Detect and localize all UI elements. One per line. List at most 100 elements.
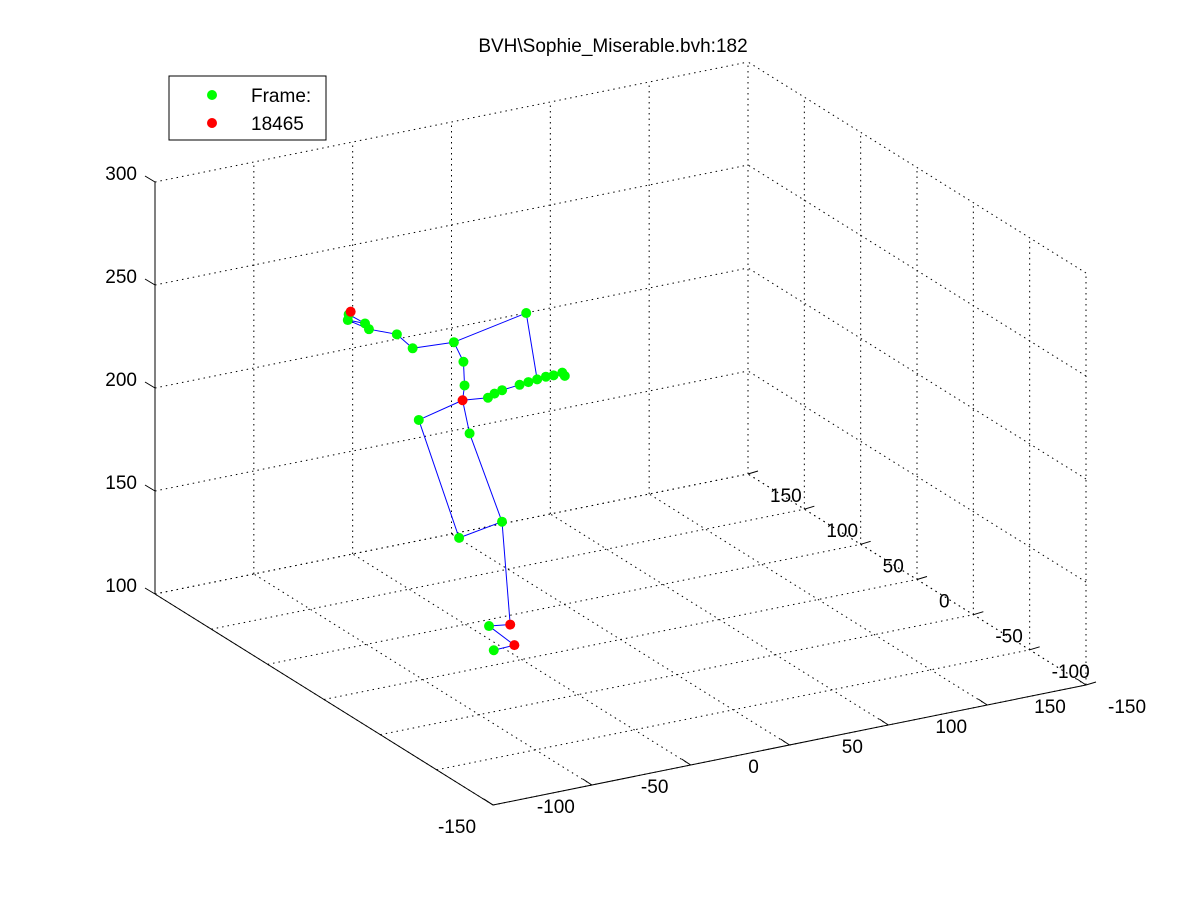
y-tick-label: -50 (995, 627, 1022, 648)
joint-point (360, 318, 371, 329)
legend-label-18465: 18465 (251, 114, 304, 135)
joint-point (489, 388, 500, 399)
y-axis-line (154, 593, 494, 806)
x-tick-label: 0 (748, 757, 759, 778)
floor-gridline-y (323, 579, 918, 700)
legend-marker-frame (207, 90, 217, 100)
backwall-gridline-z (154, 164, 749, 286)
floor-gridline-x (550, 513, 889, 726)
end-effector-point (457, 395, 468, 406)
y-tick-label: -100 (1052, 662, 1090, 683)
skeleton-joints (342, 306, 570, 656)
z-tick-label: 200 (105, 370, 137, 391)
bone (412, 341, 454, 349)
z-tick (144, 484, 156, 492)
joint-point (514, 379, 525, 390)
bone (453, 312, 527, 343)
bone (418, 419, 460, 539)
joint-point (484, 621, 495, 632)
z-tick (144, 278, 156, 286)
z-tick-label: 100 (105, 576, 137, 597)
joint-point (497, 516, 507, 527)
bone (462, 400, 471, 434)
x-tick (977, 698, 988, 706)
legend-label-frame: Frame: (251, 86, 311, 107)
y-tick (916, 576, 928, 580)
bone (418, 399, 463, 421)
z-tick (144, 175, 156, 183)
floor-gridline-y (267, 543, 861, 665)
x-tick-label: 50 (842, 737, 863, 758)
joint-point (454, 532, 465, 543)
x-tick (681, 758, 691, 766)
joint-point (391, 329, 402, 340)
y-tick (973, 611, 984, 616)
y-tick (860, 540, 871, 545)
x-tick-label: 150 (1034, 697, 1066, 718)
chart-title: BVH\Sophie_Miserable.bvh:182 (478, 36, 747, 57)
y-tick (1085, 681, 1097, 686)
bone (488, 625, 515, 646)
end-effector-point (505, 619, 516, 630)
bone (469, 433, 503, 522)
floor-gridline-x (253, 573, 593, 786)
z-tick (144, 587, 156, 595)
floor-gridline-x (352, 553, 691, 766)
y-tick (804, 505, 815, 510)
joint-point (488, 645, 499, 656)
x-tick-label: 100 (935, 717, 967, 738)
joint-point (413, 414, 424, 425)
axes-3d[interactable]: -150 -100 -50 0 50 100 150 -150 -100 -50 0 50 100 150… (105, 61, 1146, 838)
y-tick-label: 150 (770, 486, 802, 507)
x-tick (582, 778, 593, 786)
joint-point (407, 343, 418, 354)
gridlines (154, 61, 1087, 806)
tick-labels: -150 -100 -50 0 50 100 150 -150 -100 -50 0 50 100 150… (105, 164, 1146, 838)
x-tick-label: -100 (537, 797, 575, 818)
joint-point (521, 308, 532, 319)
floor-gridline-x (648, 493, 988, 706)
legend[interactable]: Frame: 18465 (168, 75, 327, 141)
bone (501, 521, 511, 625)
joint-point (559, 370, 570, 381)
floor-gridline-y (211, 508, 805, 630)
joint-point (459, 380, 470, 391)
backwall-gridline-z (154, 370, 749, 492)
z-tick-label: 250 (105, 267, 137, 288)
bone (525, 312, 538, 380)
joint-point (458, 356, 469, 367)
x-tick (483, 798, 494, 806)
joint-point (448, 337, 459, 348)
sidewall-gridline-z (747, 370, 1087, 583)
y-tick (1029, 646, 1040, 651)
y-tick-label: 100 (826, 521, 858, 542)
legend-marker-18465 (207, 118, 217, 128)
x-tick (780, 738, 790, 746)
y-tick-label: -150 (1108, 697, 1146, 718)
sidewall-gridline-z (747, 267, 1087, 480)
joint-point (532, 374, 543, 385)
bone (458, 521, 503, 539)
joint-point (497, 385, 508, 396)
x-tick-label: -150 (438, 817, 476, 838)
joint-point (523, 377, 534, 388)
x-tick-label: -50 (641, 777, 668, 798)
z-tick-label: 300 (105, 164, 137, 185)
z-tick-label: 150 (105, 473, 137, 494)
backwall-gridline-z (154, 267, 749, 389)
joint-point (540, 371, 551, 382)
backwall-gridline-z (154, 473, 749, 595)
z-tick (144, 381, 156, 389)
x-tick (879, 718, 889, 726)
x-tick (1076, 678, 1087, 686)
legend-box (168, 75, 327, 141)
y-tick-label: 50 (883, 556, 904, 577)
joint-point (464, 428, 475, 439)
joint-point (548, 370, 559, 381)
y-tick-label: 0 (939, 592, 950, 613)
floor-gridline-y (380, 614, 974, 736)
end-effector-point (509, 640, 520, 651)
y-tick (747, 470, 759, 475)
floor-gridline-y (436, 649, 1030, 771)
